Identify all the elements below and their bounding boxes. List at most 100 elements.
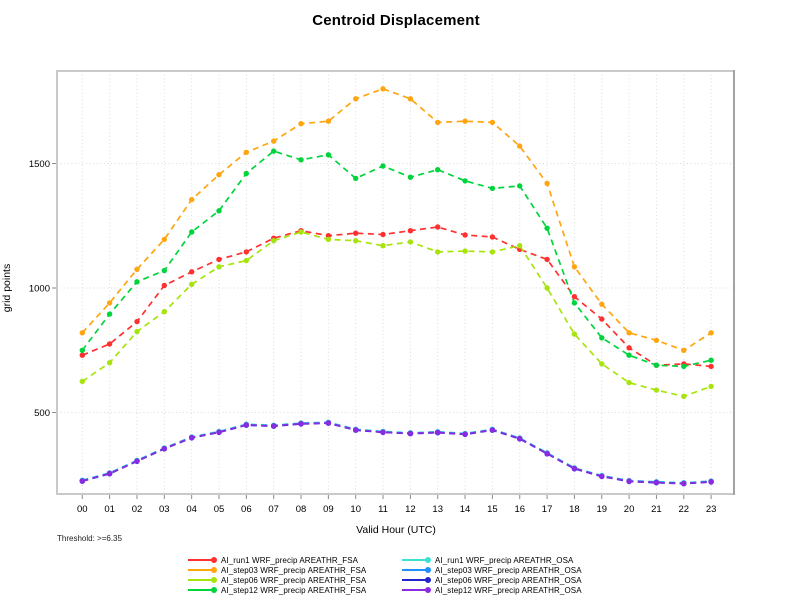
data-point [353,427,359,433]
legend-column-right: AI_run1 WRF_precip AREATHR_OSA AI_step03 … [402,555,582,595]
series-line [81,231,712,398]
legend-item: AI_step06 WRF_precip AREATHR_FSA [188,575,366,585]
legend-label: AI_step03 WRF_precip AREATHR_OSA [435,565,582,575]
legend-marker-dot [425,577,431,583]
legend-marker-dot [211,557,217,563]
data-point [626,330,632,336]
legend-swatch [402,567,431,573]
x-tick-label: 16 [514,504,525,515]
data-point [489,119,496,126]
legend-item: AI_step03 WRF_precip AREATHR_FSA [188,565,366,575]
x-tick-label: 17 [542,504,553,515]
x-tick-label: 19 [596,504,607,515]
data-point [79,478,86,484]
x-tick-label: 09 [323,504,334,515]
data-point [407,96,414,102]
data-point [681,393,687,399]
data-point [599,316,605,322]
x-tick-label: 20 [624,504,635,515]
legend-swatch [402,557,431,563]
data-point [161,309,167,315]
data-point [544,285,550,291]
data-point [599,473,605,479]
x-tick-label: 11 [378,504,388,515]
data-point [271,238,277,244]
legend-item: AI_step12 WRF_precip AREATHR_OSA [402,585,582,595]
x-tick-label: 22 [678,504,689,515]
data-point [325,236,332,243]
data-point [571,331,578,337]
legend-label: AI_step12 WRF_precip AREATHR_OSA [435,585,582,595]
data-point [353,175,359,182]
y-tick-label: 1000 [29,284,50,295]
data-point [243,249,249,255]
data-point [571,300,578,306]
data-point [380,163,386,169]
data-point [517,243,523,249]
data-point [599,361,605,367]
legend-label: AI_run1 WRF_precip AREATHR_OSA [435,555,574,565]
data-point [544,225,550,231]
data-point [106,311,113,317]
data-point [435,224,441,230]
data-point [571,264,578,270]
data-point [353,230,359,236]
x-tick-label: 23 [706,504,717,515]
series-line [81,226,712,368]
data-point [571,294,578,300]
data-point [489,185,496,192]
x-tick-label: 06 [241,504,252,515]
data-point [708,363,714,370]
data-point [599,301,605,307]
data-point [161,267,167,274]
data-point [134,266,140,272]
data-point [517,435,523,442]
data-point [325,233,332,239]
data-point [462,431,468,437]
data-point [79,330,86,336]
legend-item: AI_run1 WRF_precip AREATHR_OSA [402,555,582,565]
plot-frame [56,70,735,495]
data-point [216,429,222,435]
x-tick-label: 14 [460,504,471,515]
data-point [325,118,332,124]
legend-item: AI_step12 WRF_precip AREATHR_FSA [188,585,366,595]
legend-label: AI_run1 WRF_precip AREATHR_FSA [221,555,359,565]
legend-label: AI_step06 WRF_precip AREATHR_FSA [221,575,367,585]
data-point [298,157,304,163]
data-point [189,269,195,275]
data-point [435,167,441,173]
data-point [189,196,195,203]
x-tick-label: 00 [77,504,88,515]
data-point [435,249,441,255]
data-point [79,352,86,358]
x-tick-label: 07 [268,504,279,515]
data-point [571,465,578,472]
data-point [544,256,550,263]
data-point [626,345,632,351]
data-point [653,362,660,368]
data-point [243,257,249,264]
data-point [271,423,277,429]
legend-marker-dot [425,557,431,563]
legend-swatch [402,577,431,583]
data-point [489,427,496,433]
y-tick-label: 1500 [29,159,50,170]
data-point [325,152,332,158]
data-point [353,238,359,244]
data-point [489,249,496,255]
x-tick-label: 01 [104,504,115,515]
data-point [380,243,386,249]
series-line [82,422,712,485]
x-tick-label: 13 [432,504,443,515]
data-point [708,479,714,485]
data-point [599,335,605,341]
x-axis-label: Valid Hour (UTC) [356,524,436,536]
legend-label: AI_step12 WRF_precip AREATHR_FSA [221,585,367,595]
x-tick-label: 15 [487,504,498,515]
data-point [653,387,660,393]
data-point [79,378,86,385]
legend-marker-dot [211,567,217,573]
legend-column-left: AI_run1 WRF_precip AREATHR_FSA AI_step03 … [188,555,366,595]
data-point [544,450,550,457]
